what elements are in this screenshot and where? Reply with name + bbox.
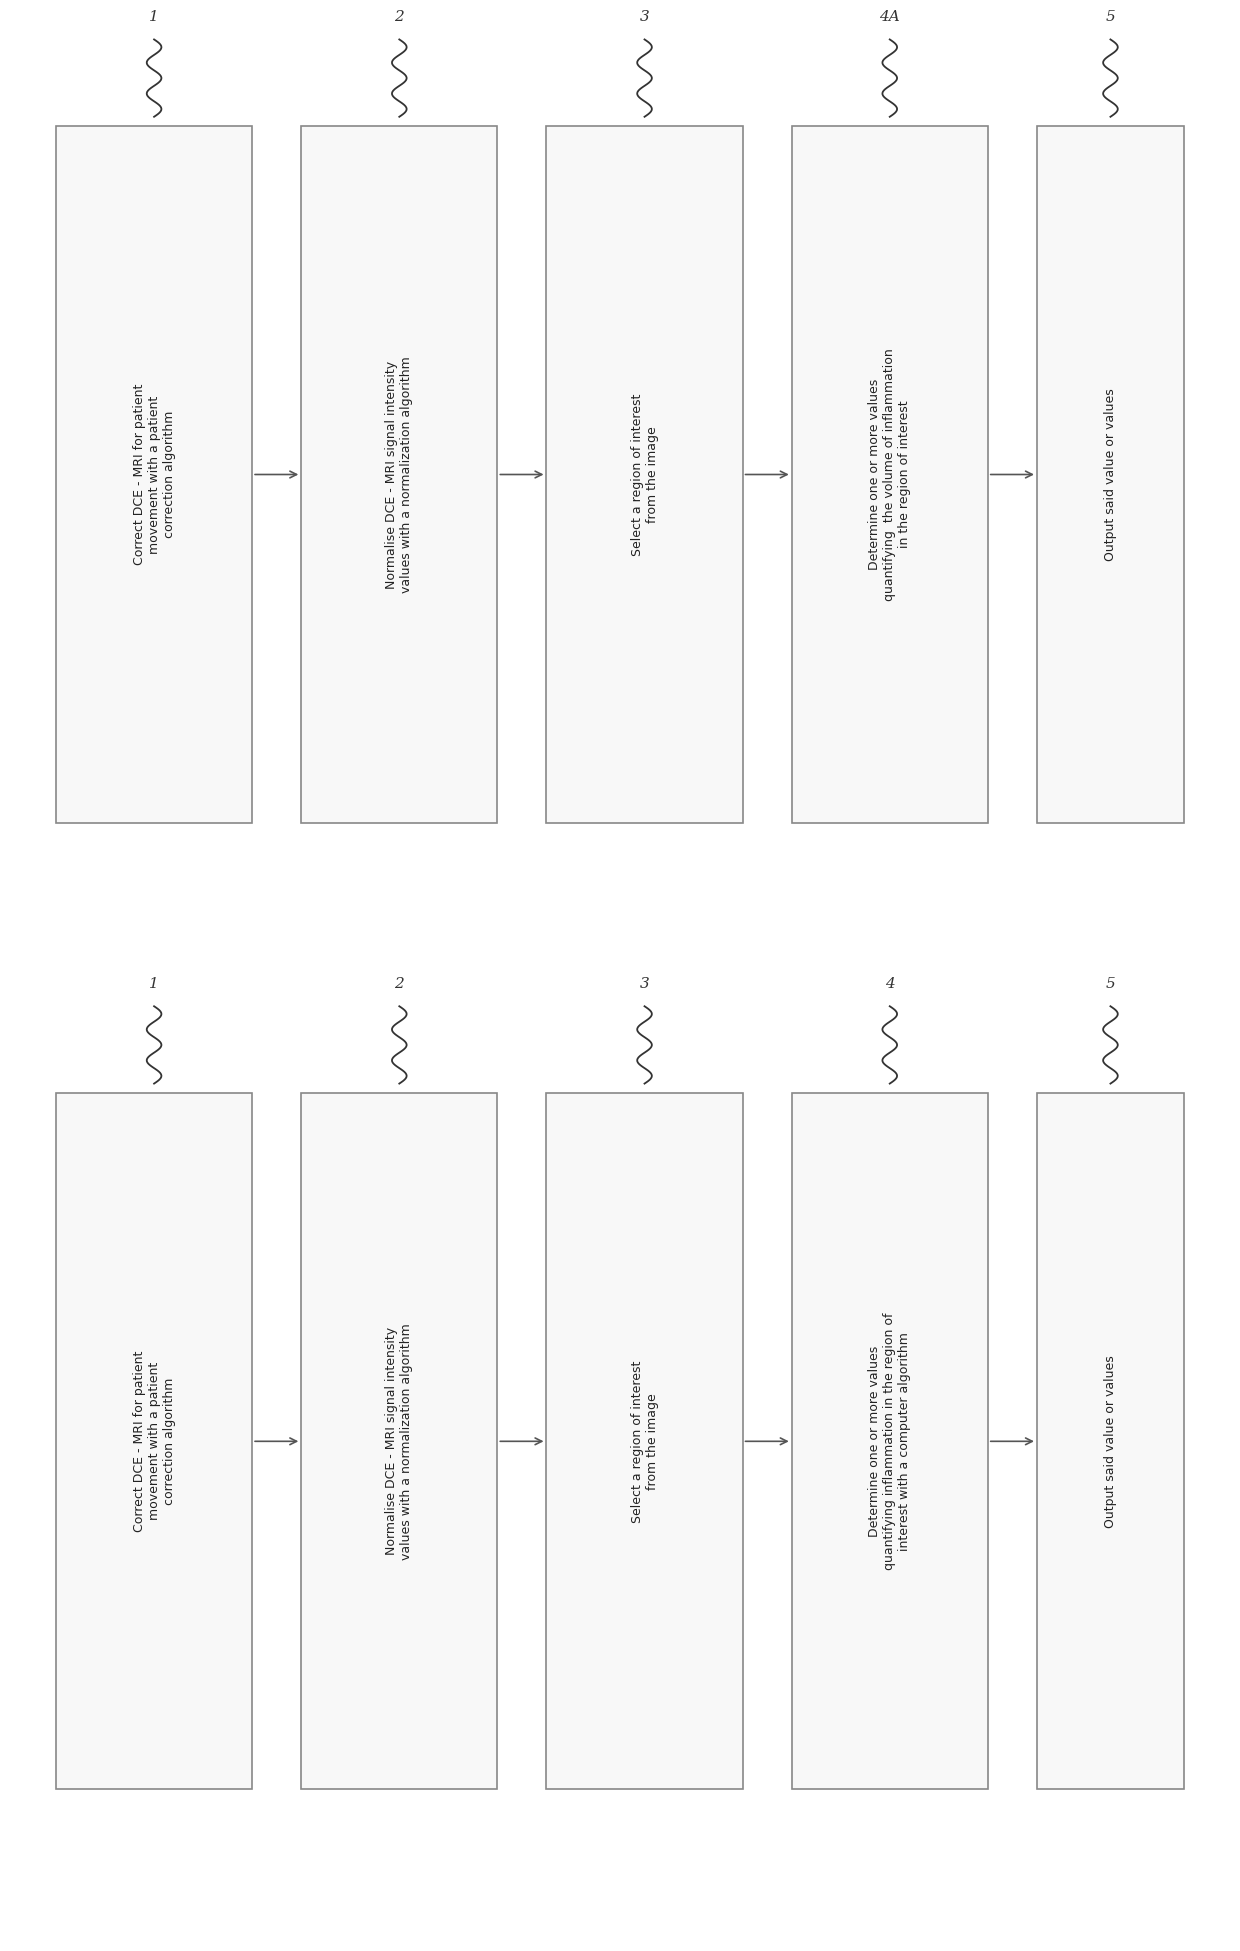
Text: Determine one or more values
quantifying inflammation in the region of
interest : Determine one or more values quantifying… — [868, 1313, 911, 1571]
Text: Determine one or more values
quantifying  the volume of inflammation
in the regi: Determine one or more values quantifying… — [868, 347, 911, 601]
Text: 1: 1 — [149, 977, 159, 991]
Text: 4A: 4A — [879, 10, 900, 23]
FancyBboxPatch shape — [791, 1093, 988, 1789]
FancyBboxPatch shape — [547, 1093, 743, 1789]
Text: Normalise DCE - MRI signal intensity
values with a normalization algorithm: Normalise DCE - MRI signal intensity val… — [386, 1323, 413, 1559]
FancyBboxPatch shape — [547, 127, 743, 823]
Text: 3: 3 — [640, 10, 650, 23]
FancyBboxPatch shape — [1037, 1093, 1184, 1789]
Text: Output said value or values: Output said value or values — [1104, 388, 1117, 560]
Text: 5: 5 — [1106, 10, 1115, 23]
FancyBboxPatch shape — [301, 127, 497, 823]
FancyBboxPatch shape — [1037, 127, 1184, 823]
FancyBboxPatch shape — [56, 1093, 252, 1789]
Text: Correct DCE - MRI for patient
movement with a patient
correction algorithm: Correct DCE - MRI for patient movement w… — [133, 384, 176, 566]
Text: 4: 4 — [885, 977, 894, 991]
FancyBboxPatch shape — [301, 1093, 497, 1789]
FancyBboxPatch shape — [56, 127, 252, 823]
Text: 2: 2 — [394, 977, 404, 991]
Text: Select a region of interest
from the image: Select a region of interest from the ima… — [630, 394, 658, 556]
Text: Correct DCE - MRI for patient
movement with a patient
correction algorithm: Correct DCE - MRI for patient movement w… — [133, 1350, 176, 1532]
Text: 5: 5 — [1106, 977, 1115, 991]
Text: 1: 1 — [149, 10, 159, 23]
Text: Normalise DCE - MRI signal intensity
values with a normalization algorithm: Normalise DCE - MRI signal intensity val… — [386, 357, 413, 593]
Text: Select a region of interest
from the image: Select a region of interest from the ima… — [630, 1360, 658, 1522]
Text: 2: 2 — [394, 10, 404, 23]
FancyBboxPatch shape — [791, 127, 988, 823]
Text: 3: 3 — [640, 977, 650, 991]
Text: Output said value or values: Output said value or values — [1104, 1354, 1117, 1528]
